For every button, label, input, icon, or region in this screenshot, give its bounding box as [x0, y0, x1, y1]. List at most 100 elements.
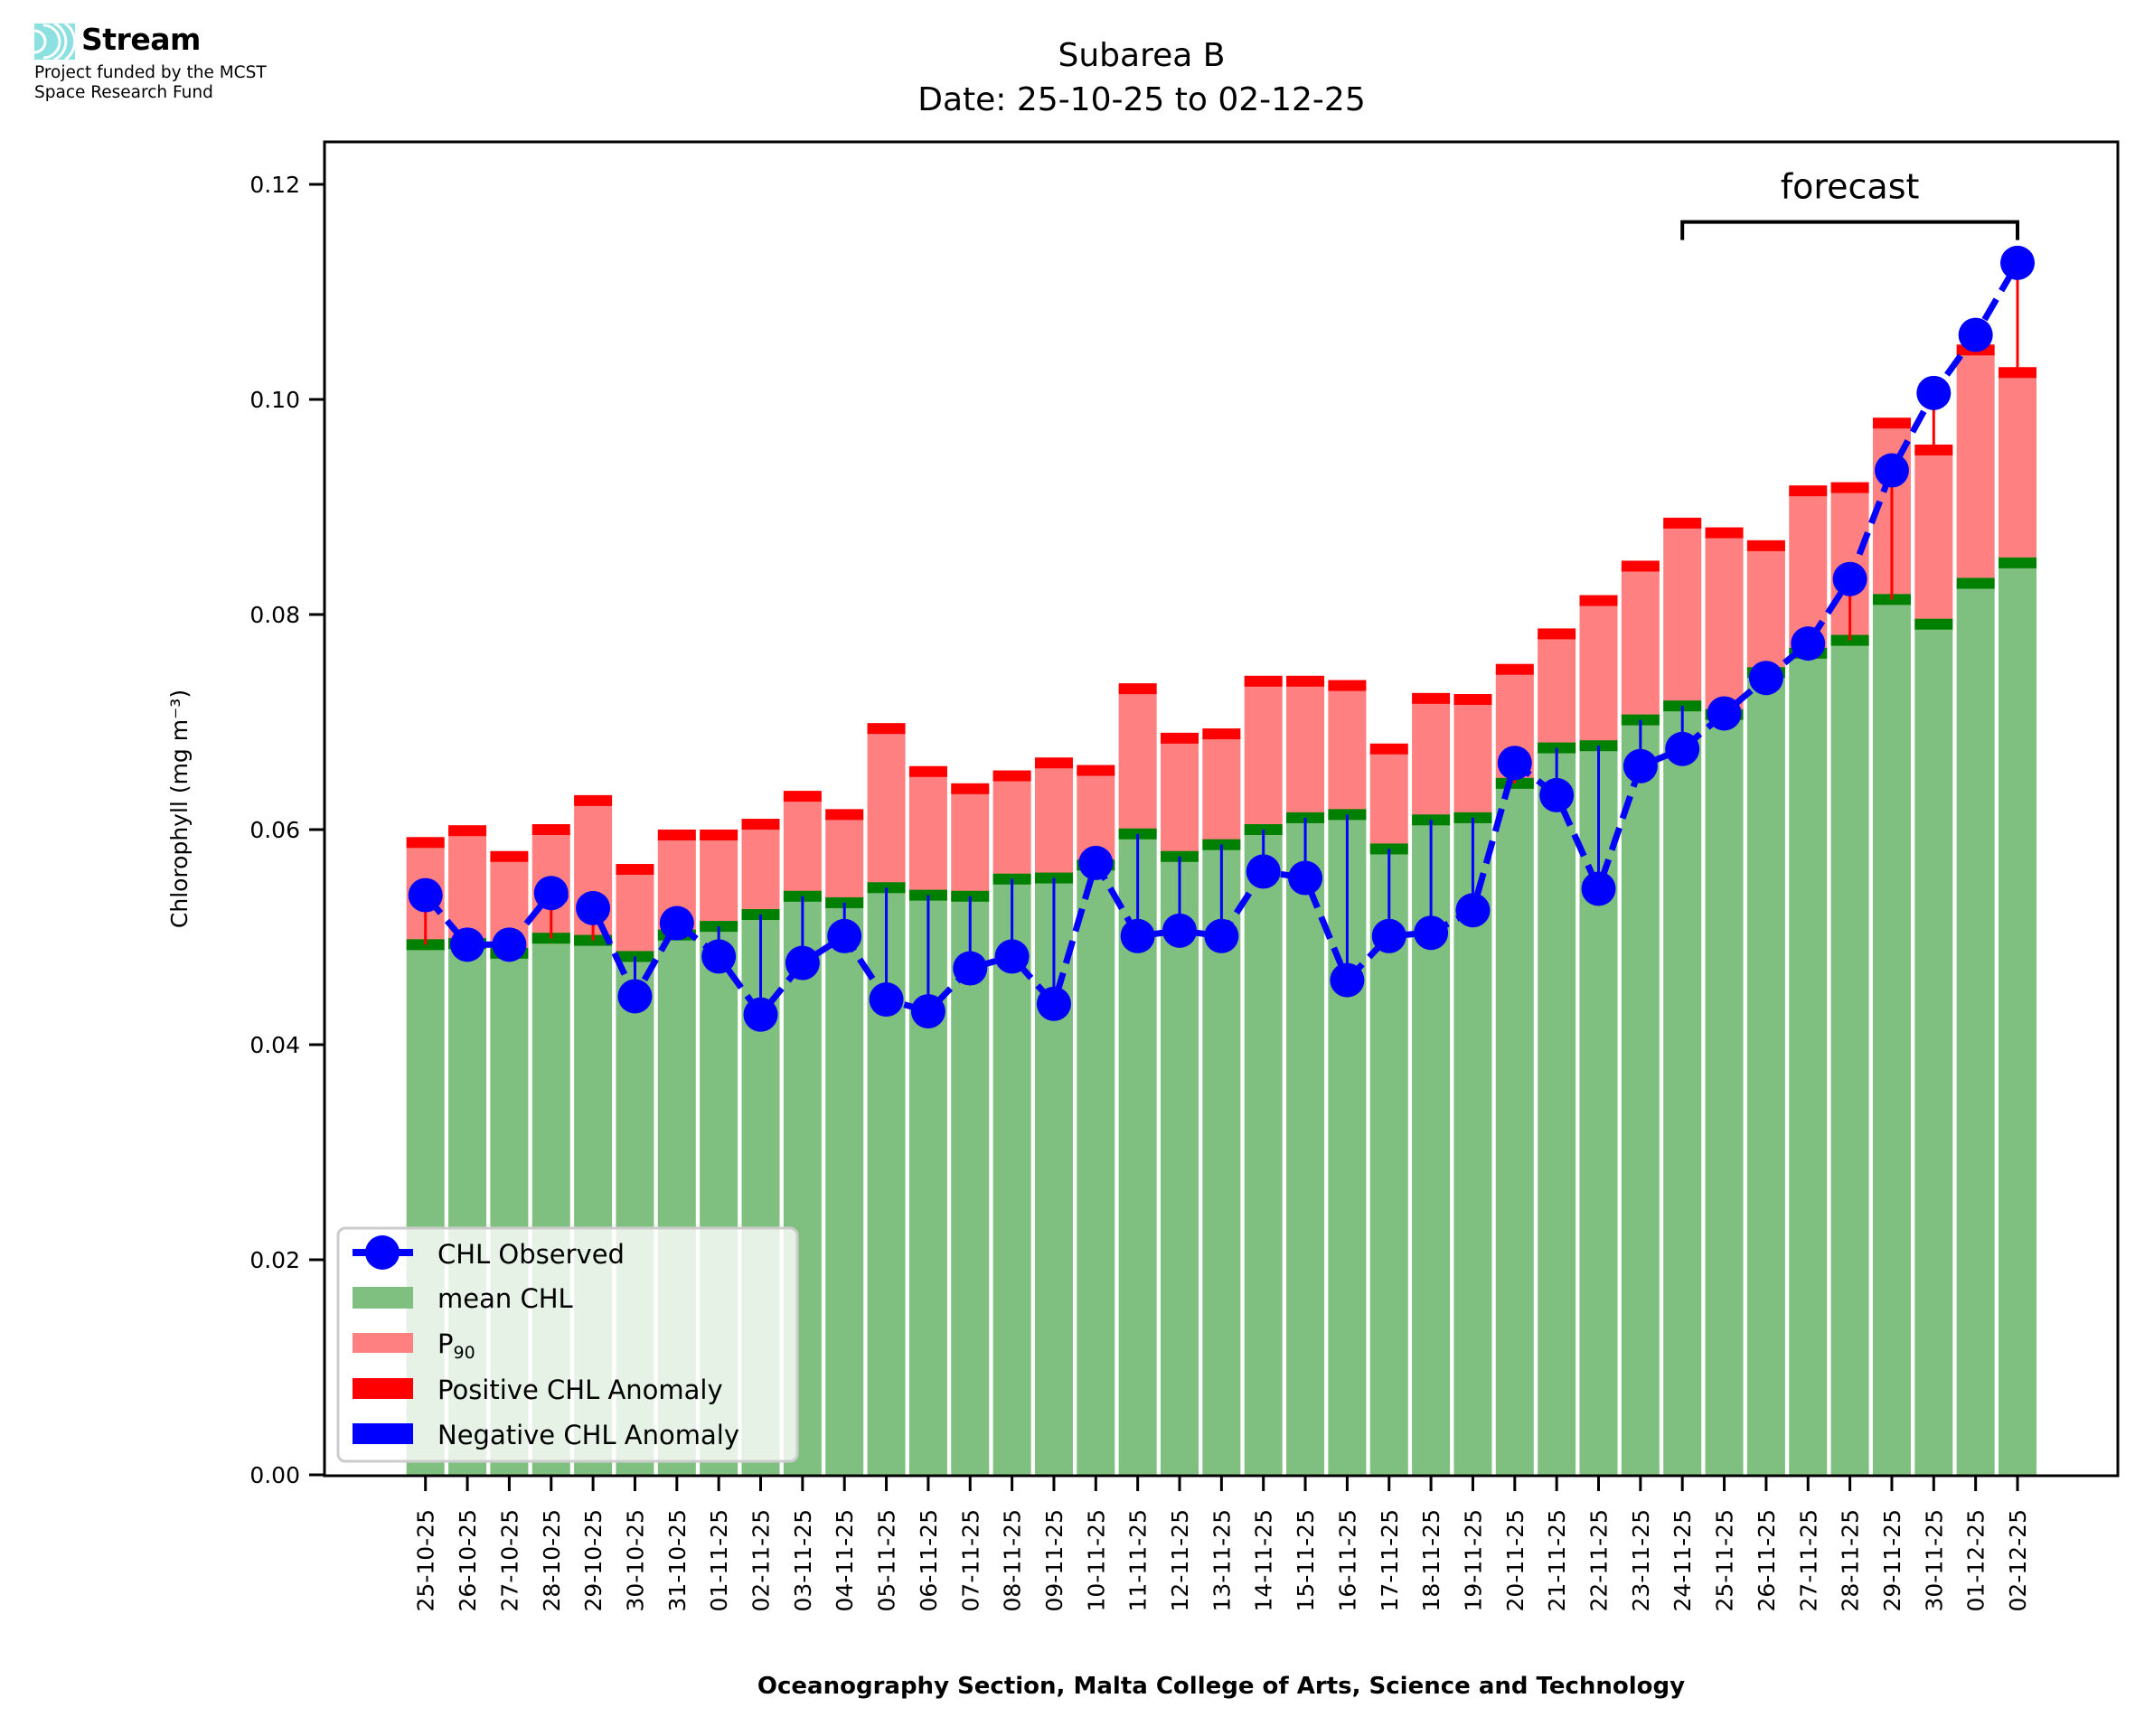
p90-marker — [1789, 485, 1828, 497]
observed-point — [1330, 962, 1365, 998]
x-tick-label: 24-11-25 — [1670, 1509, 1696, 1611]
mean-bar — [1956, 583, 1995, 1475]
p90-bar — [1538, 633, 1576, 748]
legend-mean-swatch — [353, 1287, 413, 1309]
p90-bar — [616, 869, 654, 957]
legend-label: CHL Observed — [437, 1239, 625, 1270]
p90-bar — [992, 775, 1031, 879]
observed-point — [1707, 696, 1742, 731]
x-tick-label: 29-11-25 — [1879, 1509, 1905, 1611]
x-tick-label: 02-12-25 — [2005, 1509, 2031, 1611]
legend-item-negative: Negative CHL Anomaly — [353, 1420, 739, 1450]
x-tick-label: 02-11-25 — [748, 1509, 775, 1611]
p90-bar — [1705, 532, 1744, 715]
p90-bar — [1453, 699, 1492, 818]
p90-bar — [825, 814, 864, 903]
x-tick-label: 27-11-25 — [1795, 1509, 1821, 1611]
p90-marker — [1118, 683, 1157, 695]
observed-point — [785, 945, 820, 981]
x-tick-label: 01-11-25 — [706, 1509, 732, 1611]
x-tick-label: 05-11-25 — [874, 1509, 900, 1611]
mean-bar — [1830, 640, 1869, 1475]
p90-bar — [867, 728, 906, 888]
forecast-annotation: forecast — [1680, 167, 2019, 240]
observed-point — [1120, 918, 1155, 953]
observed-point — [492, 927, 527, 962]
x-tick-label: 13-11-25 — [1209, 1509, 1235, 1611]
x-tick-label: 25-11-25 — [1712, 1509, 1738, 1611]
p90-marker — [1077, 765, 1115, 776]
p90-marker — [1872, 418, 1911, 429]
p90-marker — [1244, 675, 1283, 687]
observed-point — [1916, 375, 1952, 410]
mean-bar — [1789, 652, 1828, 1475]
p90-marker — [825, 809, 864, 821]
p90-bar — [1369, 748, 1408, 849]
observed-point — [869, 982, 904, 1018]
mean-bar — [1663, 706, 1702, 1475]
x-tick-label: 26-10-25 — [455, 1509, 481, 1611]
stream-logo-icon — [34, 23, 77, 60]
x-tick-label: 17-11-25 — [1377, 1509, 1403, 1611]
observed-point — [910, 994, 945, 1029]
p90-bar — [1118, 689, 1157, 834]
x-tick-label: 27-10-25 — [496, 1509, 522, 1611]
observed-line-layer — [408, 245, 2035, 1032]
mean-bar — [1999, 562, 2036, 1475]
mean-bar — [951, 896, 990, 1475]
x-tick-label: 25-10-25 — [413, 1509, 439, 1611]
p90-marker — [908, 765, 947, 777]
p90-bar — [951, 788, 990, 896]
y-tick-label: 0.10 — [249, 387, 300, 413]
x-tick-label: 16-11-25 — [1334, 1509, 1360, 1611]
p90-bar — [741, 824, 780, 915]
p90-marker — [1202, 728, 1241, 740]
p90-marker — [867, 723, 906, 735]
p90-marker — [1161, 732, 1199, 744]
observed-point — [1455, 893, 1491, 928]
y-tick-label: 0.06 — [249, 817, 300, 843]
p90-marker — [406, 837, 445, 849]
x-tick-label: 31-10-25 — [664, 1509, 691, 1611]
p90-marker — [448, 825, 487, 837]
x-tick-label: 28-10-25 — [539, 1509, 565, 1611]
x-tick-label: 19-11-25 — [1460, 1509, 1486, 1611]
p90-marker — [700, 829, 738, 840]
mean-marker — [1999, 557, 2036, 568]
p90-bar — [700, 834, 738, 927]
mean-bar — [1244, 830, 1283, 1475]
x-tick-label: 12-11-25 — [1167, 1509, 1193, 1611]
x-tick-label: 26-11-25 — [1754, 1509, 1780, 1611]
p90-bar — [1579, 600, 1618, 746]
y-tick-label: 0.08 — [249, 602, 300, 628]
mean-bar — [1914, 624, 1953, 1475]
p90-marker — [1286, 675, 1325, 687]
legend-item-positive: Positive CHL Anomaly — [353, 1375, 723, 1405]
legend-positive-swatch — [353, 1378, 413, 1399]
p90-bar — [448, 830, 487, 944]
mean-bar — [1077, 865, 1115, 1475]
forecast-bracket — [1680, 220, 2019, 240]
legend-p90-swatch — [353, 1333, 413, 1353]
x-tick-label: 09-11-25 — [1041, 1509, 1068, 1611]
observed-point — [533, 876, 569, 911]
p90-marker — [1328, 680, 1367, 691]
legend-label: mean CHL — [437, 1283, 573, 1314]
x-tick-label: 29-10-25 — [580, 1509, 607, 1611]
observed-point — [1665, 731, 1700, 766]
observed-point — [2000, 245, 2035, 280]
observed-point — [1748, 661, 1783, 696]
x-tick-label: 20-11-25 — [1502, 1509, 1528, 1611]
p90-marker — [1705, 527, 1744, 539]
y-axis-ticks: 0.00 0.02 0.04 0.06 0.08 0.10 0.12 — [249, 172, 325, 1488]
p90-bar — [908, 771, 947, 896]
observed-point — [1162, 913, 1197, 948]
mean-bar — [1746, 672, 1785, 1475]
x-axis-label: Oceanography Section, Malta College of A… — [757, 1673, 1685, 1700]
observed-point — [1204, 918, 1239, 953]
p90-bar — [1914, 449, 1953, 624]
p90-bar — [1663, 522, 1702, 707]
p90-marker — [574, 794, 613, 806]
observed-point — [1791, 626, 1826, 662]
p90-marker — [1495, 663, 1534, 675]
